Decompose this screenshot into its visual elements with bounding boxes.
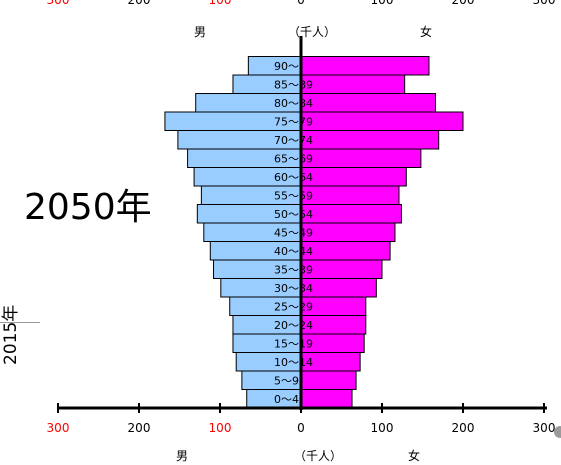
age-group-label: 65～69 [274,152,313,165]
age-group-label: 55～59 [274,189,313,202]
bottom-tick-label: 200 [452,421,475,435]
age-group-label: 60～64 [274,171,313,184]
age-group-label: 45～49 [274,226,313,239]
bottom-tick-label: 300 [47,421,70,435]
female-bar [300,204,402,224]
top-female-label: 女 [420,24,432,39]
female-bar [300,222,396,242]
age-group-label: 20～24 [274,319,313,332]
top-tick-label: 0 [297,0,305,7]
top-tick-label: 300 [47,0,70,7]
age-group-label: 30～34 [274,282,313,295]
corner-dot-icon [554,426,561,438]
age-group-label: 75～79 [274,115,313,128]
age-group-label: 50～54 [274,208,313,221]
top-tick-label: 200 [452,0,475,7]
age-group-labels: 0～4 5～9 10～14 15～19 20～24 25～29 30～34 35～39 40～4… [274,60,313,406]
female-bar [300,259,383,279]
age-group-label: 70～74 [274,134,313,147]
age-group-label: 85～89 [274,78,313,91]
year-label-2050: 2050年 [24,187,152,228]
age-group-label: 35～39 [274,263,313,276]
bottom-tick-label: 100 [371,421,394,435]
year-label-2015: 2015年 [1,304,21,365]
top-unit-label: （千人） [288,25,336,39]
female-bar [300,56,430,76]
side-divider [0,322,40,323]
bottom-tick-marks [57,403,545,413]
pyramid-bars [164,56,464,409]
female-bar [300,148,422,168]
top-tick-label: 300 [533,0,556,7]
female-bar [300,93,436,113]
top-tick-label: 100 [371,0,394,7]
bottom-tick-label: 0 [297,421,305,435]
bottom-tick-label: 200 [128,421,151,435]
female-bar [300,130,440,150]
bottom-male-label: 男 [176,449,188,463]
top-tick-label: 200 [128,0,151,7]
age-group-label: 40～44 [274,245,313,258]
bottom-tick-label: 300 [533,421,556,435]
bottom-tick-label: 100 [209,421,232,435]
female-bar [300,167,407,187]
female-bar [300,185,400,205]
age-group-label: 15～19 [274,337,313,350]
top-male-label: 男 [194,25,206,39]
female-bar [300,111,464,131]
female-bar [300,370,357,390]
female-bar [300,241,391,261]
age-group-label: 80～84 [274,97,313,110]
age-group-label: 0～4 [274,393,299,406]
top-tick-labels: 300 200 100 0 100 200 300 [47,0,556,7]
bottom-unit-label: （千人） [294,449,342,463]
female-bar [300,74,406,94]
bottom-tick-labels: 300 200 100 0 100 200 300 [47,421,556,435]
top-tick-label: 100 [209,0,232,7]
age-group-label: 5～9 [274,374,299,387]
age-group-label: 25～29 [274,300,313,313]
age-group-label: 90～ [274,60,299,73]
age-group-label: 10～14 [274,356,313,369]
female-bar [300,389,353,409]
bottom-female-label: 女 [408,448,420,463]
